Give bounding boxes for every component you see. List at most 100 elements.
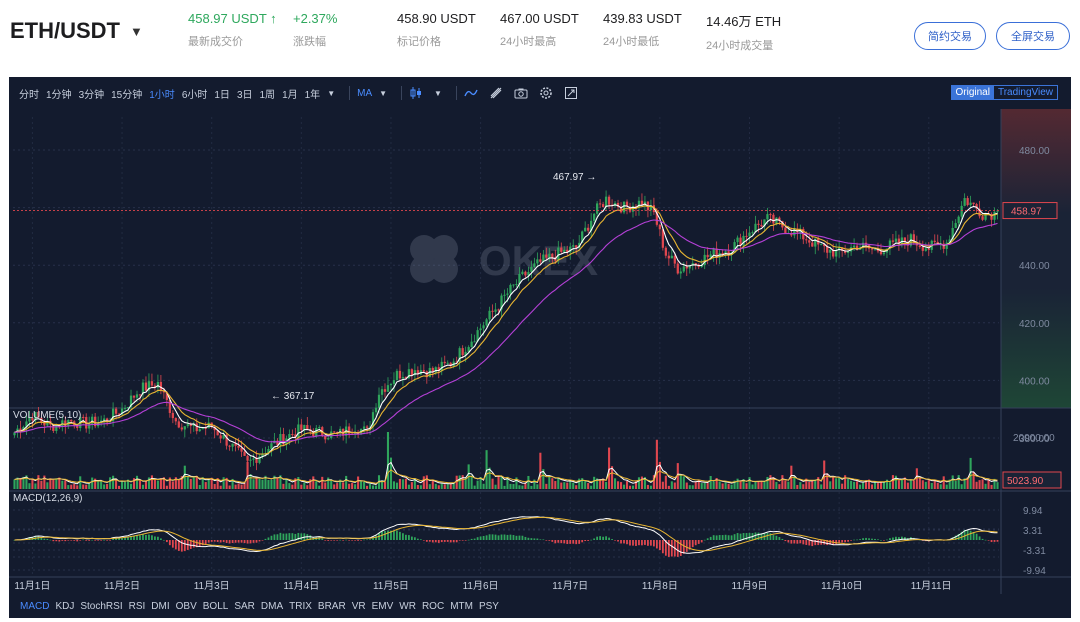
- macd-histogram-bar: [563, 540, 566, 544]
- chart-type-caret-icon[interactable]: ▼: [434, 88, 442, 98]
- indicator-tab[interactable]: MACD: [20, 600, 50, 612]
- macd-histogram-bar: [482, 535, 485, 540]
- candle-body: [572, 245, 575, 247]
- trendline-icon[interactable]: [464, 86, 478, 100]
- volume-bar: [112, 475, 115, 489]
- indicator-tab[interactable]: BOLL: [202, 600, 229, 612]
- macd-dea-line: [14, 516, 998, 552]
- camera-icon[interactable]: [514, 86, 528, 100]
- interval-timeline[interactable]: 分时: [19, 89, 39, 101]
- toolbar-divider: [401, 86, 403, 100]
- interval-1y[interactable]: 1年: [304, 89, 321, 101]
- interval-1w[interactable]: 1周: [259, 89, 276, 101]
- volume-bar: [434, 483, 437, 489]
- interval-6h[interactable]: 6小时: [181, 89, 208, 101]
- macd-histogram-bar: [354, 540, 357, 541]
- volume-bar: [192, 477, 195, 489]
- volume-pane-label: VOLUME(5,10): [13, 410, 81, 421]
- macd-histogram-bar: [384, 530, 386, 540]
- candle-body: [530, 266, 533, 272]
- indicator-tab[interactable]: BRAR: [317, 600, 346, 612]
- candle-body: [506, 293, 509, 295]
- volume-bar: [802, 484, 805, 489]
- simple-trade-button[interactable]: 简约交易: [914, 22, 986, 50]
- indicator-tab[interactable]: OBV: [175, 600, 197, 612]
- indicator-tab[interactable]: MTM: [450, 600, 473, 612]
- candle-body: [228, 445, 231, 447]
- volume-bar: [778, 484, 781, 489]
- macd-histogram-bar: [527, 537, 530, 540]
- volume-bar: [258, 478, 261, 489]
- volume-bar: [631, 485, 635, 489]
- macd-histogram-bar: [587, 540, 590, 541]
- volume-bar: [978, 480, 981, 489]
- volume-bar: [383, 481, 387, 489]
- candle-body: [712, 248, 715, 255]
- interval-1m[interactable]: 1分钟: [46, 89, 72, 101]
- indicator-tab[interactable]: DMA: [260, 600, 284, 612]
- volume-bar: [721, 483, 724, 489]
- volume-bar: [652, 475, 655, 489]
- ma-indicator-select[interactable]: MA: [357, 87, 373, 99]
- more-intervals-caret-icon[interactable]: ▼: [327, 88, 336, 98]
- interval-1h[interactable]: 1小时: [149, 89, 175, 101]
- settings-gear-icon[interactable]: [539, 86, 553, 100]
- indicator-tab[interactable]: WR: [399, 600, 416, 612]
- indicator-tab[interactable]: ROC: [421, 600, 445, 612]
- fullscreen-trade-button[interactable]: 全屏交易: [996, 22, 1070, 50]
- candle-body: [736, 237, 739, 243]
- draw-tool-icon[interactable]: [489, 86, 503, 100]
- candle-body: [846, 251, 850, 253]
- ma-caret-icon[interactable]: ▼: [379, 88, 388, 98]
- volume-bar: [357, 476, 360, 489]
- view-tradingview-tab[interactable]: TradingView: [997, 87, 1053, 98]
- volume-bar: [452, 482, 455, 489]
- view-original-tab[interactable]: Original: [951, 86, 994, 99]
- interval-1mo[interactable]: 1月: [282, 89, 298, 101]
- interval-1d[interactable]: 1日: [214, 89, 230, 101]
- interval-3d[interactable]: 3日: [236, 89, 253, 101]
- macd-histogram-bar: [136, 535, 138, 540]
- candle-body: [467, 347, 470, 352]
- candle-body: [539, 259, 542, 262]
- indicator-tab[interactable]: DMI: [151, 600, 170, 612]
- candle-body: [861, 242, 865, 248]
- candle-body: [587, 227, 590, 231]
- volume-bar: [297, 477, 300, 489]
- candle-body: [625, 201, 629, 207]
- macd-histogram-bar: [291, 533, 294, 540]
- candlestick-type-icon[interactable]: [409, 86, 423, 100]
- fullscreen-expand-icon[interactable]: [564, 86, 578, 100]
- candle-body: [993, 211, 996, 220]
- macd-histogram-bar: [972, 531, 975, 540]
- volume-bar: [138, 480, 142, 489]
- indicator-tab[interactable]: VR: [351, 600, 366, 612]
- volume-bar: [231, 478, 234, 489]
- macd-histogram-bar: [216, 540, 219, 543]
- interval-3m[interactable]: 3分钟: [78, 89, 105, 101]
- volume-bar: [413, 478, 416, 489]
- chart-background: [9, 109, 1071, 594]
- candle-body: [249, 459, 252, 461]
- indicator-tab[interactable]: StochRSI: [80, 600, 123, 612]
- candle-body: [386, 385, 390, 392]
- macd-histogram-bar: [470, 538, 473, 540]
- indicator-tab[interactable]: TRIX: [289, 600, 312, 612]
- stat-change: +2.37% 涨跌幅: [293, 11, 337, 49]
- chart-view-toggle: Original TradingView: [950, 85, 1058, 100]
- indicator-tab[interactable]: KDJ: [55, 600, 75, 612]
- indicator-tab[interactable]: RSI: [128, 600, 146, 612]
- macd-histogram-bar: [458, 540, 461, 541]
- candle-body: [237, 445, 240, 448]
- indicator-tab[interactable]: EMV: [371, 600, 394, 612]
- volume-bar: [392, 481, 396, 489]
- indicator-tab[interactable]: SAR: [234, 600, 255, 612]
- indicator-tab[interactable]: PSY: [478, 600, 499, 612]
- candle-body: [135, 394, 139, 398]
- candle-body: [927, 248, 930, 250]
- volume-bar: [249, 474, 252, 489]
- pair-selector[interactable]: ETH/USDT ▼: [10, 18, 143, 44]
- interval-15m[interactable]: 15分钟: [111, 89, 143, 101]
